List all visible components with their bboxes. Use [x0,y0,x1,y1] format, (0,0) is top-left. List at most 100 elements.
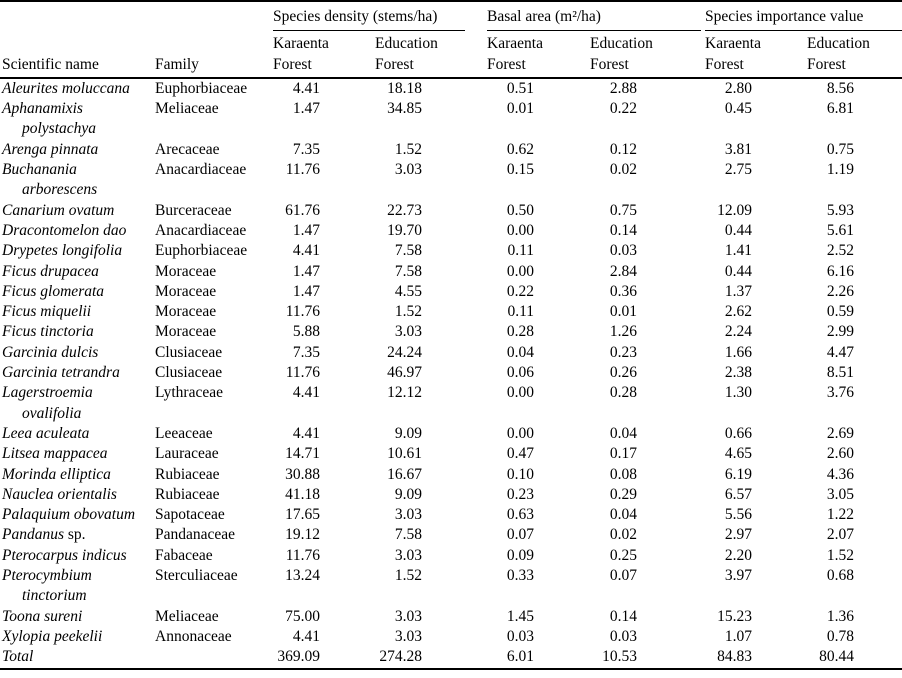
value-cell: 11.76 [285,546,320,564]
value-cell: 22.73 [387,201,422,219]
scientific-name-cell: Dracontomelon dao [2,221,127,239]
value-cell: 0.36 [609,282,638,300]
value-cell: 34.85 [387,100,422,118]
value-cell: 0.50 [506,201,535,219]
value-cell: 3.05 [826,485,855,503]
value-cell: 2.80 [724,79,753,97]
family-cell: Clusiaceae [155,343,223,361]
species-row: Nauclea orientalis Rubiaceae 41.18 9.09 0.23… [0,485,902,505]
species-row: Aleurites moluccana Euphorbiaceae 4.41 18.1… [0,78,902,99]
value-cell: 1.47 [292,221,320,239]
scientific-name-cell: Aleurites moluccana [2,79,130,97]
value-cell: 0.66 [724,424,753,442]
species-row: Morinda elliptica Rubiaceae 30.88 16.67 0.10… [0,465,902,485]
species-row: Drypetes longifolia Euphorbiaceae 4.41 7.58… [0,241,902,261]
value-cell: 0.11 [507,303,535,321]
value-cell: 0.17 [609,445,638,463]
family-cell: Leeaceae [155,424,213,442]
value-cell: 1.30 [724,384,753,402]
value-cell: 0.00 [506,262,535,280]
scientific-name-cell: Drypetes longifolia [2,242,123,260]
group-header-label: Species importance value [705,7,902,32]
value-cell: 0.28 [506,323,535,341]
total-row: Total 369.09 274.28 6.01 10.53 84.83 80.44 [0,647,902,668]
species-row: Aphanamixis polystachya Meliaceae 1.47 34.85… [0,99,902,140]
value-cell: 0.23 [506,485,535,503]
value-cell: 0.23 [609,343,638,361]
value-cell: 3.03 [394,546,422,564]
value-cell: 24.24 [387,343,422,361]
species-row: Palaquium obovatum Sapotaceae 17.65 3.03 0.6… [0,505,902,525]
scientific-name-cell: Arenga pinnata [2,140,99,158]
family-cell: Moraceae [155,282,217,300]
table-body: Aleurites moluccana Euphorbiaceae 4.41 18.1… [0,78,902,669]
scientific-name-cell: Litsea mappacea [2,445,108,463]
value-cell: 0.47 [506,445,535,463]
value-cell: 7.58 [394,526,422,544]
value-cell: 274.28 [379,648,422,666]
family-cell: Euphorbiaceae [155,242,248,260]
value-cell: 4.47 [826,343,855,361]
value-cell: 80.44 [819,648,855,666]
value-cell: 1.36 [826,607,855,625]
value-cell: 2.52 [826,242,855,260]
group-header-row: Species density (stems/ha) Basal area (m… [0,1,902,32]
scientific-name-cell: Leea aculeata [2,424,90,442]
value-cell: 1.07 [724,627,753,645]
value-cell: 5.61 [826,221,855,239]
value-cell: 5.88 [292,323,320,341]
value-cell: 1.19 [826,161,855,179]
value-cell: 4.36 [826,465,855,483]
value-cell: 0.63 [506,506,535,524]
value-cell: 4.65 [724,445,753,463]
value-cell: 12.09 [717,201,753,219]
value-cell: 3.03 [394,506,422,524]
value-cell: 0.26 [609,364,638,382]
value-cell: 1.52 [394,567,422,585]
species-row: Pandanus sp. Pandanaceae 19.12 7.58 0.07 0.02… [0,525,902,545]
species-row: Canarium ovatum Burceraceae 61.76 22.73 0.50… [0,201,902,221]
group-header-importance-value: Species importance value [705,1,902,32]
species-row: Xylopia peekelii Annonaceae 4.41 3.03 0.03 0.… [0,627,902,647]
value-cell: 3.81 [724,140,753,158]
value-cell: 0.08 [609,465,638,483]
scientific-name-cell: Pterocarpus indicus [2,546,127,564]
scientific-name-cell: Ficus miquelii [2,303,92,321]
value-cell: 0.28 [609,384,638,402]
value-cell: 9.09 [394,485,422,503]
value-cell: 2.99 [826,323,855,341]
scientific-name-cell: Xylopia peekelii [2,627,103,645]
value-cell: 4.41 [292,627,320,645]
family-cell: Rubiaceae [155,465,220,483]
value-cell: 0.04 [609,506,638,524]
value-cell: 2.69 [826,424,855,442]
value-cell: 0.22 [609,100,638,118]
value-cell: 0.59 [826,303,855,321]
family-cell: Meliaceae [155,607,219,625]
value-cell: 0.07 [506,526,535,544]
value-cell: 4.41 [292,384,320,402]
species-row: Buchanania arborescens Anacardiaceae 11.76 3… [0,160,902,201]
family-cell: Pandanaceae [155,526,236,544]
value-cell: 0.01 [609,303,638,321]
value-cell: 3.03 [394,161,422,179]
value-cell: 2.62 [724,303,753,321]
value-cell: 0.04 [609,424,638,442]
value-cell: 30.88 [285,465,320,483]
family-cell: Anacardiaceae [155,161,247,179]
family-cell: Annonaceae [155,627,232,645]
value-cell: 0.03 [506,627,535,645]
value-cell: 0.44 [724,221,753,239]
family-cell: Arecaceae [155,140,220,158]
value-cell: 7.35 [292,343,320,361]
col-header-scientific-name: Scientific name [0,31,155,79]
col-header-family: Family [155,31,273,79]
value-cell: 0.04 [506,343,535,361]
scientific-name-cell: Aphanamixis polystachya [2,100,97,138]
value-cell: 0.62 [506,140,535,158]
value-cell: 0.02 [609,161,638,179]
value-cell: 1.22 [826,506,855,524]
value-cell: 7.58 [394,262,422,280]
value-cell: 0.45 [724,100,753,118]
